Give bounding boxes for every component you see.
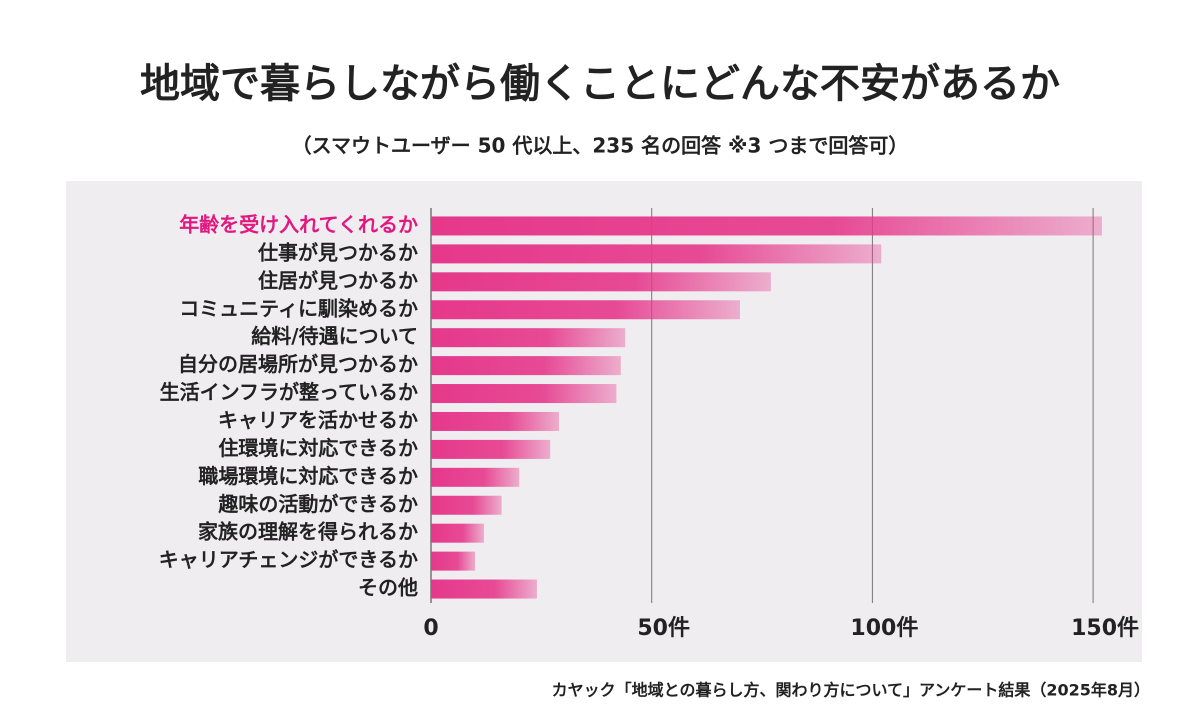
y-tick-label: 住居が見つかるか	[258, 268, 418, 292]
y-tick-label: 住環境に対応できるか	[218, 436, 418, 460]
bar	[431, 411, 560, 431]
bar	[431, 216, 1102, 236]
source-note: カヤック「地域との暮らし方、関わり方について」アンケート結果（2025年8月）	[552, 681, 1150, 700]
bar	[431, 467, 520, 487]
x-tick-label: 150件	[1071, 616, 1139, 641]
bar	[431, 579, 537, 599]
y-tick-label: キャリアチェンジができるか	[159, 548, 418, 572]
chart-title: 地域で暮らしながら働くことにどんな不安があるか	[140, 61, 1060, 107]
bar	[431, 551, 476, 571]
bar	[431, 523, 484, 543]
bar	[431, 328, 626, 348]
y-tick-label: 年齢を受け入れてくれるか	[179, 212, 418, 236]
y-tick-label: 仕事が見つかるか	[257, 240, 418, 264]
chart-subtitle: （スマウトユーザー 50 代以上、235 名の回答 ※3 つまで回答可）	[292, 134, 909, 158]
bar	[431, 384, 617, 404]
y-tick-label: 家族の理解を得られるか	[198, 520, 418, 544]
bar	[431, 244, 882, 264]
bar	[431, 495, 502, 515]
x-tick-label: 0	[423, 616, 438, 641]
y-tick-label: その他	[358, 576, 418, 600]
bar	[431, 439, 551, 459]
bar	[431, 272, 771, 292]
x-tick-label: 50件	[637, 616, 690, 641]
y-tick-label: キャリアを活かせるか	[218, 408, 418, 432]
x-tick-label: 100件	[850, 616, 918, 641]
bar	[431, 300, 740, 320]
y-tick-label: 給料/待遇について	[251, 324, 418, 348]
y-tick-label: コミュニティに馴染めるか	[179, 296, 418, 320]
y-tick-label: 生活インフラが整っているか	[160, 380, 418, 404]
y-tick-label: 自分の居場所が見つかるか	[178, 352, 418, 376]
bar	[431, 356, 621, 376]
y-tick-label: 職場環境に対応できるか	[198, 464, 418, 488]
y-tick-label: 趣味の活動ができるか	[217, 492, 418, 516]
